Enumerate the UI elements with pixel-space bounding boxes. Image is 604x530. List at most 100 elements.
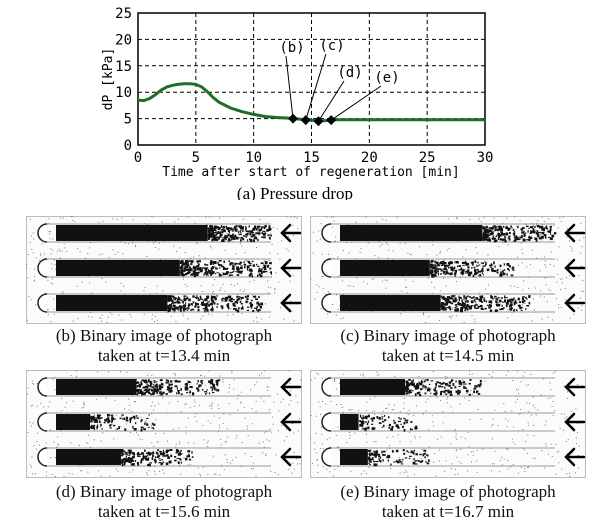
noise-speck bbox=[439, 251, 441, 253]
soot-speck bbox=[554, 232, 557, 235]
noise-speck bbox=[517, 256, 519, 258]
noise-speck bbox=[262, 452, 264, 454]
soot-speck bbox=[383, 454, 386, 456]
soot-speck bbox=[147, 463, 150, 466]
noise-speck bbox=[333, 220, 335, 222]
soot-speck bbox=[200, 380, 202, 383]
noise-speck bbox=[491, 470, 492, 472]
noise-speck bbox=[205, 216, 207, 218]
soot-speck bbox=[174, 385, 178, 388]
soot-speck bbox=[262, 230, 266, 232]
arrow-icon bbox=[564, 258, 586, 278]
soot-speck bbox=[488, 306, 491, 309]
noise-speck bbox=[53, 441, 55, 443]
noise-speck bbox=[199, 375, 201, 377]
soot-speck bbox=[521, 227, 525, 229]
noise-speck bbox=[153, 445, 155, 447]
x-tick-label: 5 bbox=[192, 150, 200, 166]
soot-speck bbox=[255, 228, 258, 231]
soot-speck bbox=[165, 393, 168, 395]
soot-speck bbox=[184, 387, 187, 391]
soot-speck bbox=[251, 260, 254, 262]
soot-speck bbox=[209, 234, 212, 236]
noise-speck bbox=[59, 257, 61, 259]
soot-speck bbox=[270, 228, 272, 231]
soot-speck bbox=[361, 422, 365, 425]
soot-speck bbox=[477, 262, 479, 264]
noise-speck bbox=[375, 441, 377, 443]
soot-speck bbox=[508, 235, 511, 238]
soot-speck bbox=[222, 297, 225, 300]
noise-speck bbox=[87, 471, 89, 473]
soot-speck bbox=[268, 225, 271, 228]
noise-speck bbox=[37, 432, 39, 434]
soot-speck bbox=[168, 384, 171, 386]
noise-speck bbox=[385, 408, 387, 409]
noise-speck bbox=[36, 441, 38, 442]
soot-speck bbox=[456, 261, 459, 264]
noise-speck bbox=[33, 383, 35, 385]
noise-speck bbox=[291, 423, 293, 424]
soot-speck bbox=[441, 296, 444, 299]
noise-speck bbox=[446, 249, 448, 251]
soot-speck bbox=[220, 305, 224, 308]
soot-speck bbox=[409, 455, 412, 457]
soot-speck bbox=[245, 300, 248, 304]
noise-speck bbox=[143, 290, 145, 292]
soot-speck bbox=[167, 298, 170, 302]
arrow-icon bbox=[280, 447, 302, 467]
noise-speck bbox=[175, 446, 177, 448]
soot-speck bbox=[372, 459, 374, 461]
soot-speck bbox=[537, 225, 541, 227]
soot-speck bbox=[107, 419, 111, 423]
noise-speck bbox=[410, 441, 412, 443]
soot-speck bbox=[402, 449, 405, 452]
noise-speck bbox=[450, 468, 452, 470]
noise-speck bbox=[366, 441, 368, 443]
soot-speck bbox=[511, 227, 513, 229]
noise-speck bbox=[217, 404, 219, 406]
noise-speck bbox=[577, 455, 579, 456]
noise-speck bbox=[53, 259, 55, 261]
noise-speck bbox=[483, 216, 485, 218]
soot-speck bbox=[549, 238, 551, 240]
soot-speck bbox=[474, 385, 478, 388]
soot-speck bbox=[151, 452, 153, 455]
soot-speck bbox=[463, 380, 465, 383]
soot-speck bbox=[493, 239, 497, 243]
noise-speck bbox=[533, 435, 535, 437]
noise-speck bbox=[353, 285, 355, 287]
soot-speck bbox=[131, 460, 134, 462]
soot-speck bbox=[541, 231, 545, 235]
soot-speck bbox=[189, 266, 191, 269]
noise-speck bbox=[128, 398, 130, 400]
noise-speck bbox=[72, 220, 74, 221]
x-tick-label: 0 bbox=[134, 150, 142, 166]
noise-speck bbox=[107, 316, 109, 318]
soot-speck bbox=[541, 226, 544, 229]
soot-speck bbox=[228, 299, 232, 302]
soot-speck bbox=[200, 269, 203, 272]
noise-speck bbox=[41, 243, 43, 245]
noise-speck bbox=[425, 410, 427, 412]
noise-speck bbox=[399, 472, 401, 474]
soot-speck bbox=[448, 262, 451, 265]
soot-speck bbox=[222, 272, 225, 276]
soot-speck bbox=[440, 264, 443, 266]
soot-speck bbox=[181, 273, 184, 277]
soot-speck bbox=[144, 455, 148, 458]
soot-speck bbox=[129, 420, 131, 424]
noise-speck bbox=[524, 449, 526, 451]
noise-speck bbox=[491, 438, 493, 440]
noise-speck bbox=[207, 446, 209, 448]
soot-speck bbox=[132, 415, 136, 418]
soot-speck bbox=[246, 298, 249, 301]
noise-speck bbox=[566, 453, 568, 455]
soot-speck bbox=[238, 298, 240, 300]
noise-speck bbox=[53, 298, 55, 300]
soot-speck bbox=[148, 388, 151, 392]
soot-speck bbox=[513, 236, 517, 238]
soot-speck bbox=[196, 273, 199, 277]
soot-speck bbox=[257, 225, 260, 229]
noise-speck bbox=[89, 282, 90, 284]
